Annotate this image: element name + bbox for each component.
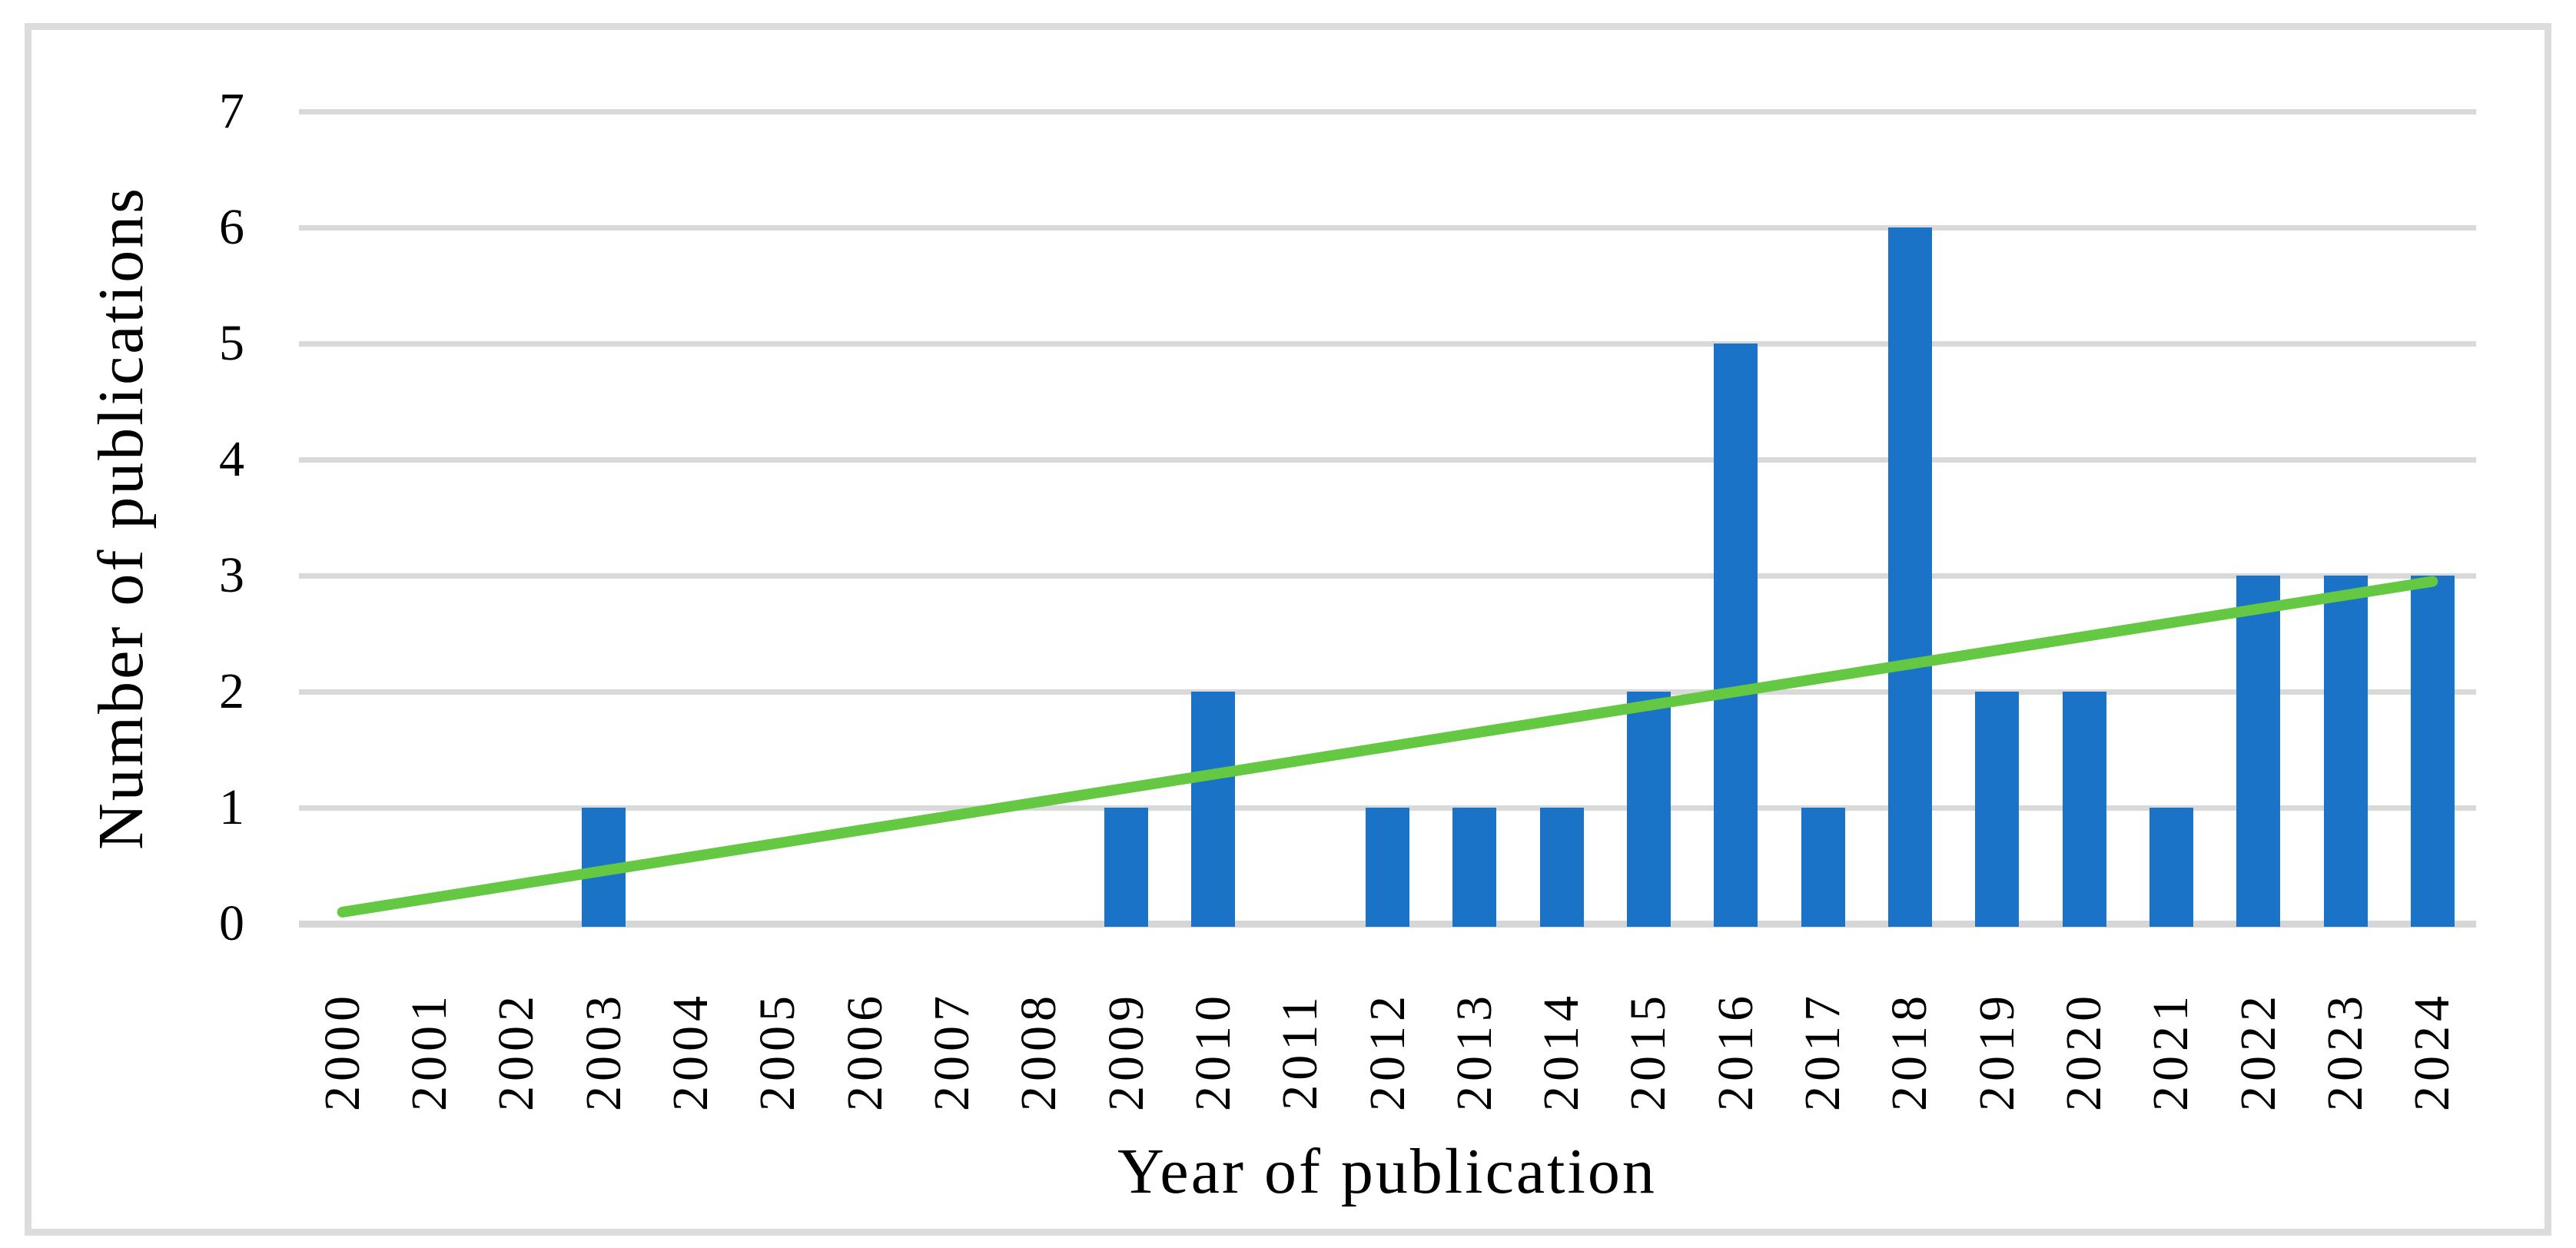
x-tick-label-2022: 2022 <box>2229 991 2286 1111</box>
x-tick-label-2005: 2005 <box>749 991 806 1111</box>
x-tick-label-2020: 2020 <box>2056 991 2113 1111</box>
y-tick-label-1: 1 <box>219 779 244 835</box>
x-tick-label-2000: 2000 <box>314 991 370 1111</box>
gridline-y5 <box>299 341 2476 347</box>
bar-2020 <box>2062 692 2106 927</box>
bar-2024 <box>2410 576 2455 927</box>
bar-2009 <box>1104 808 1149 927</box>
bar-2012 <box>1366 808 1409 927</box>
y-tick-label-0: 0 <box>219 895 244 951</box>
bar-2010 <box>1191 692 1236 927</box>
y-tick-label-7: 7 <box>219 83 244 139</box>
x-tick-label-2016: 2016 <box>1707 991 1764 1111</box>
x-axis-title: Year of publication <box>1117 1136 1657 1207</box>
gridline-y7 <box>299 109 2476 115</box>
bar-2022 <box>2236 576 2281 927</box>
y-tick-label-5: 5 <box>219 315 244 371</box>
y-tick-label-4: 4 <box>219 431 244 487</box>
y-tick-label-2: 2 <box>219 663 244 719</box>
y-tick-label-6: 6 <box>219 199 244 255</box>
x-tick-label-2012: 2012 <box>1359 991 1416 1111</box>
bar-2017 <box>1801 808 1845 927</box>
x-tick-label-2013: 2013 <box>1446 991 1502 1111</box>
x-tick-label-2006: 2006 <box>836 991 893 1111</box>
x-tick-label-2018: 2018 <box>1881 991 1938 1111</box>
x-tick-label-2011: 2011 <box>1272 992 1329 1110</box>
gridline-y2 <box>299 689 2476 695</box>
x-tick-label-2017: 2017 <box>1794 991 1851 1111</box>
x-tick-label-2024: 2024 <box>2404 991 2461 1111</box>
bar-2003 <box>582 808 626 927</box>
x-tick-label-2003: 2003 <box>575 991 632 1111</box>
gridline-y4 <box>299 457 2476 463</box>
x-tick-label-2004: 2004 <box>662 991 719 1111</box>
x-tick-label-2008: 2008 <box>1011 991 1067 1111</box>
bar-2019 <box>1975 692 2020 927</box>
bar-2023 <box>2323 576 2368 927</box>
x-tick-label-2019: 2019 <box>1968 991 2025 1111</box>
bar-2014 <box>1539 808 1584 927</box>
bar-2021 <box>2149 808 2193 927</box>
bar-2015 <box>1626 692 1671 927</box>
x-tick-label-2007: 2007 <box>923 991 980 1111</box>
gridline-y3 <box>299 573 2476 579</box>
x-tick-label-2009: 2009 <box>1097 991 1154 1111</box>
bar-2018 <box>1887 227 1932 927</box>
x-tick-label-2002: 2002 <box>488 991 545 1111</box>
x-tick-label-2001: 2001 <box>400 991 457 1111</box>
x-tick-label-2023: 2023 <box>2317 991 2374 1111</box>
x-tick-label-2015: 2015 <box>1620 991 1677 1111</box>
bar-2016 <box>1714 344 1758 927</box>
x-tick-label-2010: 2010 <box>1184 991 1241 1111</box>
gridline-y6 <box>299 225 2476 231</box>
x-tick-label-2021: 2021 <box>2143 991 2199 1111</box>
y-tick-label-3: 3 <box>219 547 244 603</box>
x-tick-label-2014: 2014 <box>1533 991 1590 1111</box>
bar-2013 <box>1452 808 1497 927</box>
y-axis-title: Number of publications <box>85 186 157 850</box>
